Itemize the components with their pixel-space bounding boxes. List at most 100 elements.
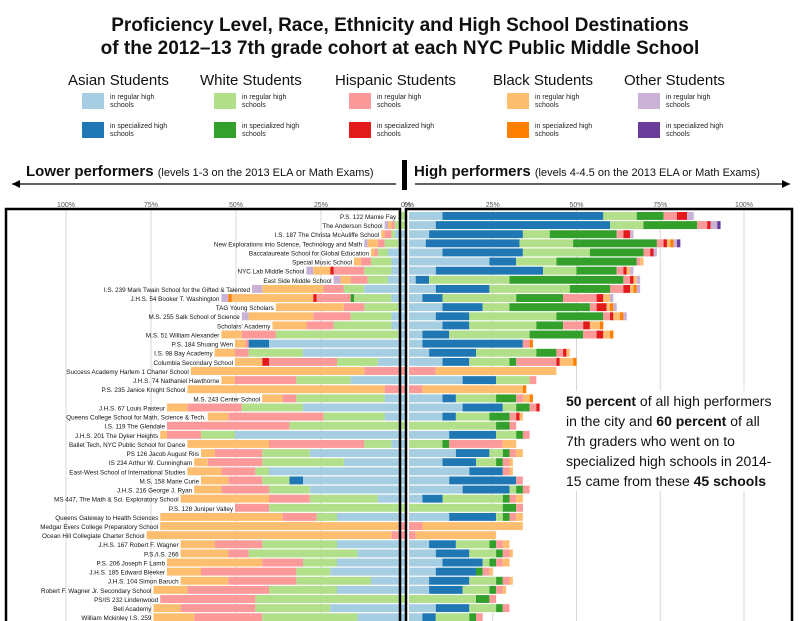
bar-segment-left (272, 321, 307, 330)
bar-segment-right (583, 321, 590, 330)
bar-segment-right (502, 467, 510, 476)
bar-segment-left (248, 339, 269, 348)
bar-segment-right (509, 303, 590, 312)
bar-segment-left (377, 239, 385, 248)
bar-segment-left (269, 585, 337, 594)
bar-segment-right (469, 576, 497, 585)
bar-segment-left (262, 284, 324, 293)
right-frame (404, 207, 794, 621)
bar-segment-right (633, 275, 637, 284)
bar-segment-left (252, 284, 263, 293)
bar-segment-right (409, 585, 430, 594)
school-label: I.S. 187 The Christa McAuliffe School (275, 232, 379, 239)
bar-segment-right (516, 357, 557, 366)
bar-segment-right (502, 585, 507, 594)
bar-segment-right (509, 494, 517, 503)
school-label: East Side Middle School (263, 278, 331, 285)
bar-segment-right (509, 576, 513, 585)
bar-segment-right (489, 284, 570, 293)
bar-segment-right (522, 485, 530, 494)
bar-segment-left (255, 595, 405, 603)
bar-segment-right (502, 494, 510, 503)
bar-segment-right (717, 221, 721, 230)
bar-segment-right (422, 339, 523, 348)
bar-segment-right (462, 376, 497, 385)
bar-segment-right (516, 512, 523, 521)
bar-segment-left (357, 613, 405, 621)
bar-segment-right (666, 239, 671, 248)
bar-segment-right (670, 239, 674, 248)
bar-segment-left (371, 248, 375, 257)
bar-segment-right (623, 312, 627, 321)
bar-segment-left (377, 357, 405, 366)
bar-segment-left (350, 376, 405, 385)
bar-segment-right (636, 212, 664, 220)
bar-segment-left (337, 585, 405, 594)
bar-segment-right (502, 440, 517, 448)
bar-segment-right (489, 585, 497, 594)
bar-segment-right (482, 567, 490, 576)
bar-segment-right (409, 558, 443, 567)
bar-segment-right (636, 275, 641, 284)
bar-segment-right (455, 540, 490, 549)
bar-segment-right (509, 467, 513, 476)
bar-segment-left (343, 303, 365, 312)
bar-segment-right (422, 522, 523, 530)
bar-segment-left (364, 367, 405, 375)
callout-bold-1: 50 percent (566, 393, 637, 409)
bar-segment-right (409, 275, 416, 284)
bar-segment-right (409, 412, 443, 421)
bar-segment-right (516, 394, 523, 403)
bar-segment-right (455, 449, 490, 458)
school-label: TAG Young Scholars (216, 305, 274, 312)
bar-segment-left (296, 376, 351, 385)
bar-segment-left (398, 303, 405, 312)
bar-segment-right (519, 239, 574, 248)
bar-segment-right (613, 312, 621, 321)
bar-segment-left (262, 449, 310, 458)
bar-segment-right (509, 449, 517, 458)
bar-segment-right (409, 512, 450, 521)
bar-segment-right (663, 239, 667, 248)
bar-segment-right (442, 412, 456, 421)
legend-label-specialized: in specialized high schools (666, 123, 724, 138)
bar-segment-right (442, 494, 503, 503)
bar-segment-left (296, 394, 385, 403)
right-header-title: High performers (414, 163, 531, 180)
bar-segment-left (201, 476, 229, 485)
bar-segment-left (323, 284, 344, 293)
bar-segment-left (289, 476, 303, 485)
bar-segment-right (409, 348, 430, 357)
bar-segment-left (371, 257, 392, 266)
bar-segment-right (422, 294, 443, 302)
bar-segment-left (180, 604, 256, 613)
bar-segment-left (391, 266, 405, 275)
bar-segment-right (435, 549, 470, 558)
bar-segment-right (687, 212, 694, 220)
school-label: M.S. 51 William Alexander (146, 333, 220, 340)
bar-segment-left (391, 257, 405, 266)
bar-segment-right (409, 549, 436, 558)
bar-segment-right (435, 604, 470, 613)
bar-segment-right (616, 230, 624, 239)
bar-segment-right (476, 348, 537, 357)
bar-segment-right (509, 421, 517, 430)
bar-segment-left (391, 221, 395, 230)
bar-segment-right (482, 303, 510, 312)
school-label: J.H.S. 74 Nathaniel Hawthorne (133, 378, 220, 385)
bar-segment-right (496, 585, 503, 594)
bar-segment-left (228, 476, 263, 485)
bar-segment-right (603, 294, 610, 302)
left-header-title: Lower performers (26, 163, 154, 180)
bar-segment-right (697, 221, 708, 230)
bar-segment-left (391, 321, 405, 330)
school-label: East-West School of International Studie… (69, 469, 185, 476)
bar-segment-left (241, 403, 303, 412)
school-label: M.S. 243 Center School (193, 396, 260, 403)
bar-segment-right (516, 494, 523, 503)
bar-segment-right (509, 458, 513, 467)
bar-segment-right (673, 239, 677, 248)
bar-segment-left (235, 339, 246, 348)
bar-segment-right (496, 458, 503, 467)
bar-segment-right (435, 567, 476, 576)
